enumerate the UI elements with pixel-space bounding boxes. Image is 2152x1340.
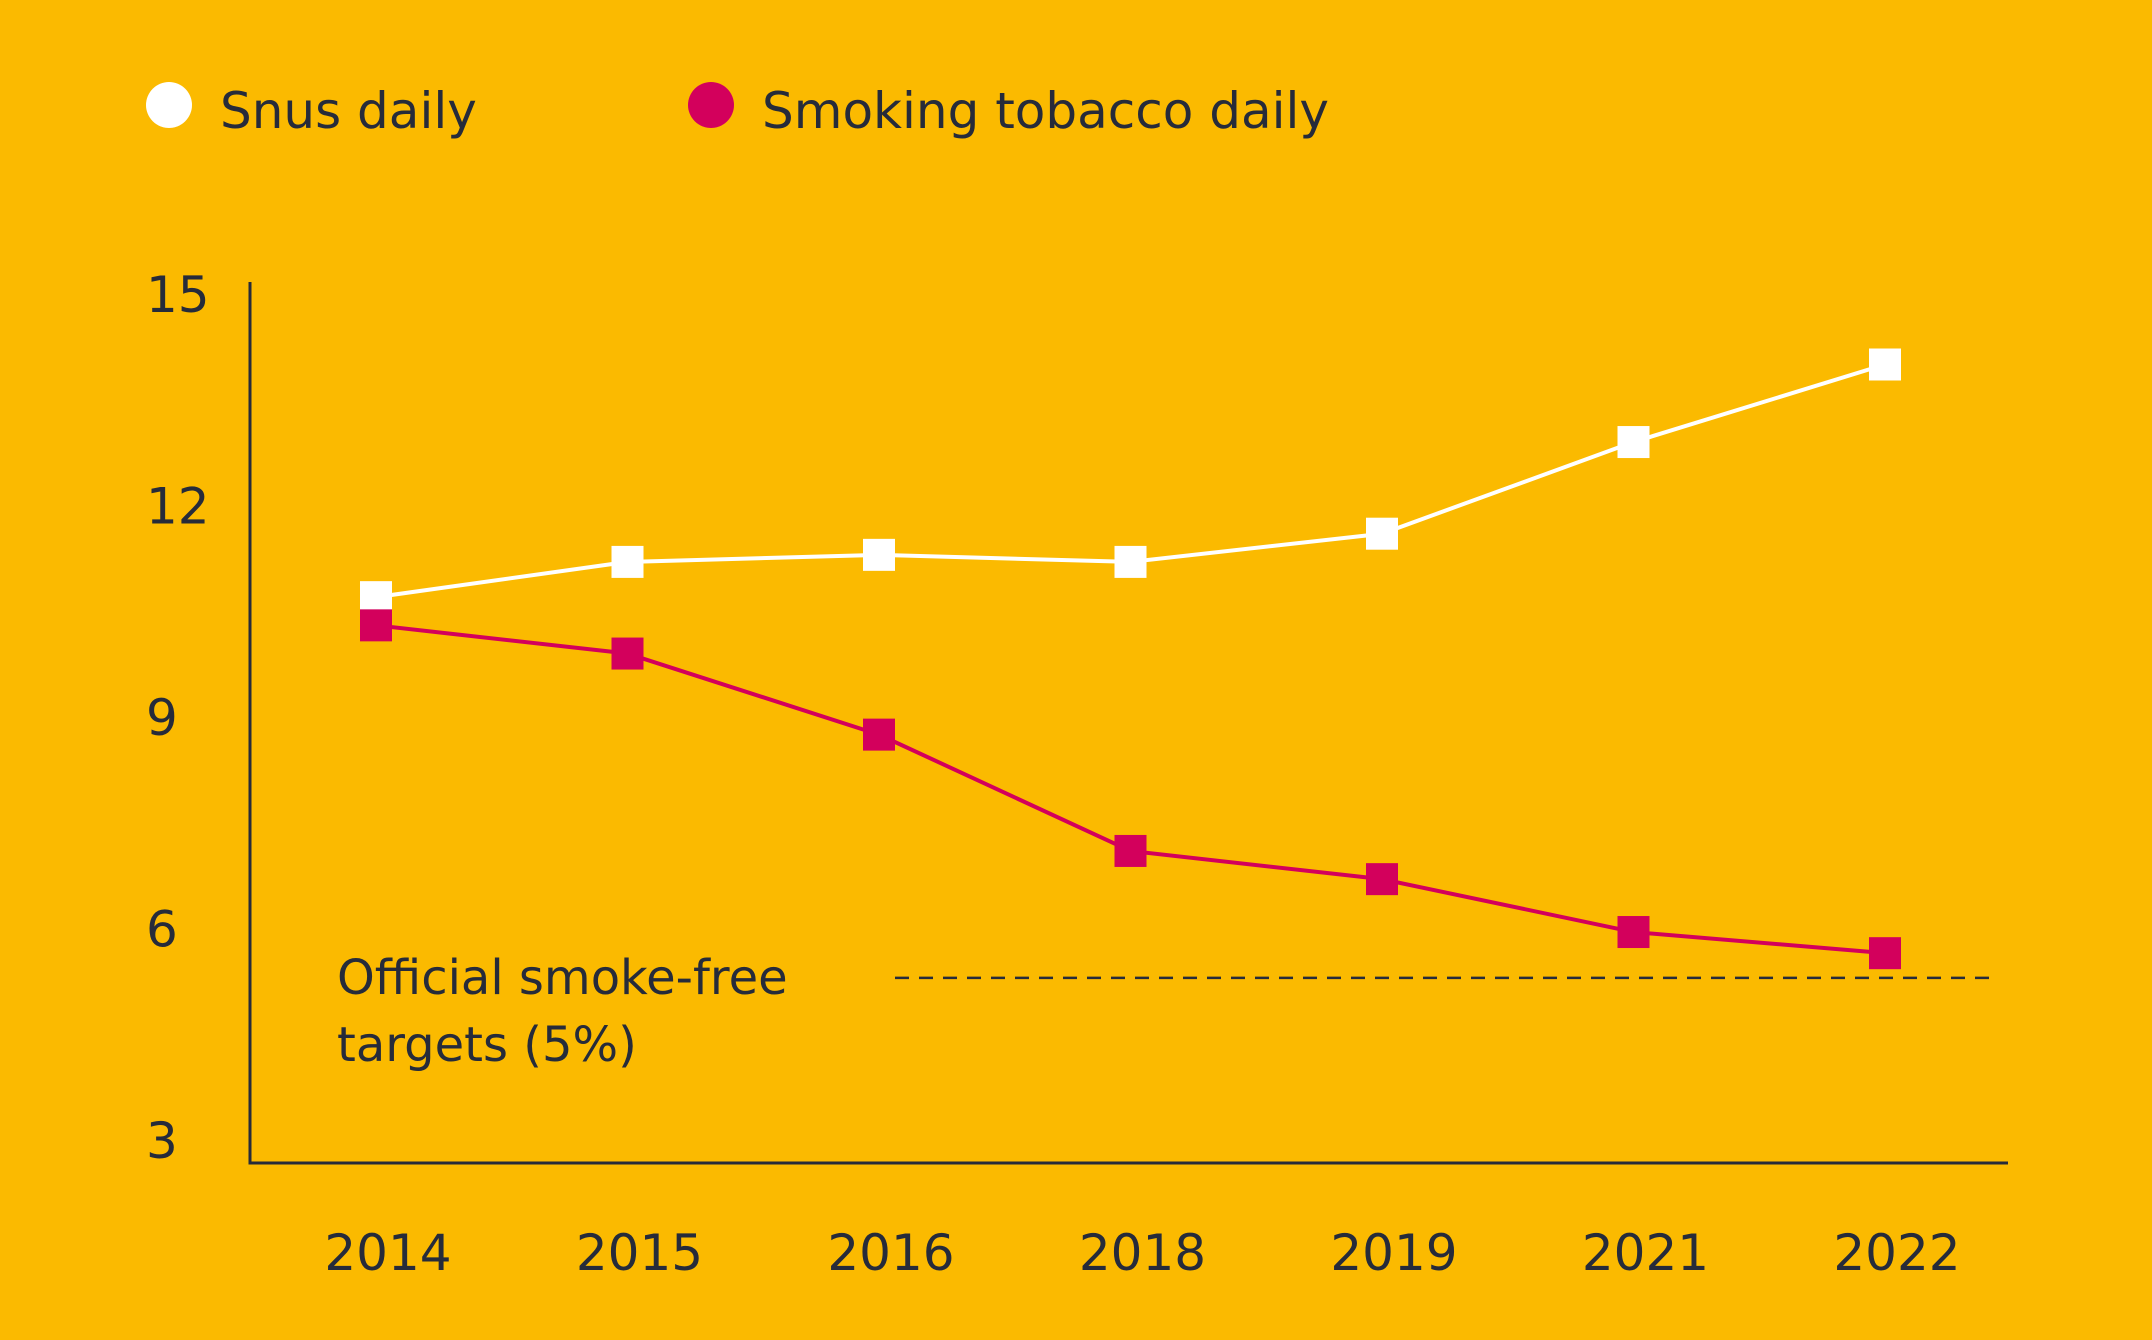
data-point-smoking-tobacco-daily bbox=[1114, 834, 1147, 867]
data-point-snus-daily bbox=[1617, 426, 1650, 459]
data-point-smoking-tobacco-daily bbox=[1617, 916, 1650, 949]
reference-line-label: Official smoke-free bbox=[337, 950, 788, 1006]
data-point-snus-daily bbox=[863, 538, 895, 571]
x-tick-label: 2022 bbox=[1833, 1224, 1960, 1282]
reference-line-group: Official smoke-free targets (5%) bbox=[337, 950, 1995, 1073]
y-tick-label: 3 bbox=[146, 1112, 178, 1170]
y-tick-label: 9 bbox=[146, 689, 178, 747]
x-tick-label: 2015 bbox=[576, 1224, 703, 1282]
data-point-smoking-tobacco-daily bbox=[611, 637, 644, 670]
reference-line-label: targets (5%) bbox=[337, 1017, 637, 1073]
data-point-smoking-tobacco-daily bbox=[863, 718, 895, 751]
data-point-snus-daily bbox=[1114, 545, 1147, 578]
y-tick-label: 6 bbox=[146, 901, 178, 959]
data-point-smoking-tobacco-daily bbox=[1869, 937, 1901, 970]
ticks: 15 12 9 6 3 2014 2015 2016 2018 2019 2021 2022 bbox=[146, 266, 1961, 1282]
series-group bbox=[360, 348, 1901, 970]
legend-label-smoking-tobacco-daily: Smoking tobacco daily bbox=[762, 82, 1329, 140]
x-tick-label: 2014 bbox=[324, 1224, 451, 1282]
legend-label-snus-daily: Snus daily bbox=[220, 82, 477, 140]
legend: Snus daily Smoking tobacco daily bbox=[146, 82, 1329, 140]
data-point-snus-daily bbox=[360, 581, 392, 614]
y-tick-label: 12 bbox=[146, 478, 210, 536]
legend-marker-smoking-tobacco-daily bbox=[688, 82, 734, 128]
series-line-smoking-tobacco-daily bbox=[375, 623, 1886, 956]
x-tick-label: 2019 bbox=[1330, 1224, 1457, 1282]
data-point-snus-daily bbox=[611, 545, 644, 578]
data-point-snus-daily bbox=[1366, 517, 1398, 550]
data-point-smoking-tobacco-daily bbox=[360, 609, 392, 642]
x-tick-label: 2018 bbox=[1079, 1224, 1206, 1282]
axes bbox=[248, 282, 2008, 1165]
data-point-snus-daily bbox=[1869, 348, 1901, 381]
data-point-smoking-tobacco-daily bbox=[1366, 863, 1398, 896]
x-tick-label: 2021 bbox=[1582, 1224, 1709, 1282]
y-tick-label: 15 bbox=[146, 266, 210, 324]
legend-marker-snus-daily bbox=[146, 82, 192, 128]
x-tick-label: 2016 bbox=[827, 1224, 954, 1282]
